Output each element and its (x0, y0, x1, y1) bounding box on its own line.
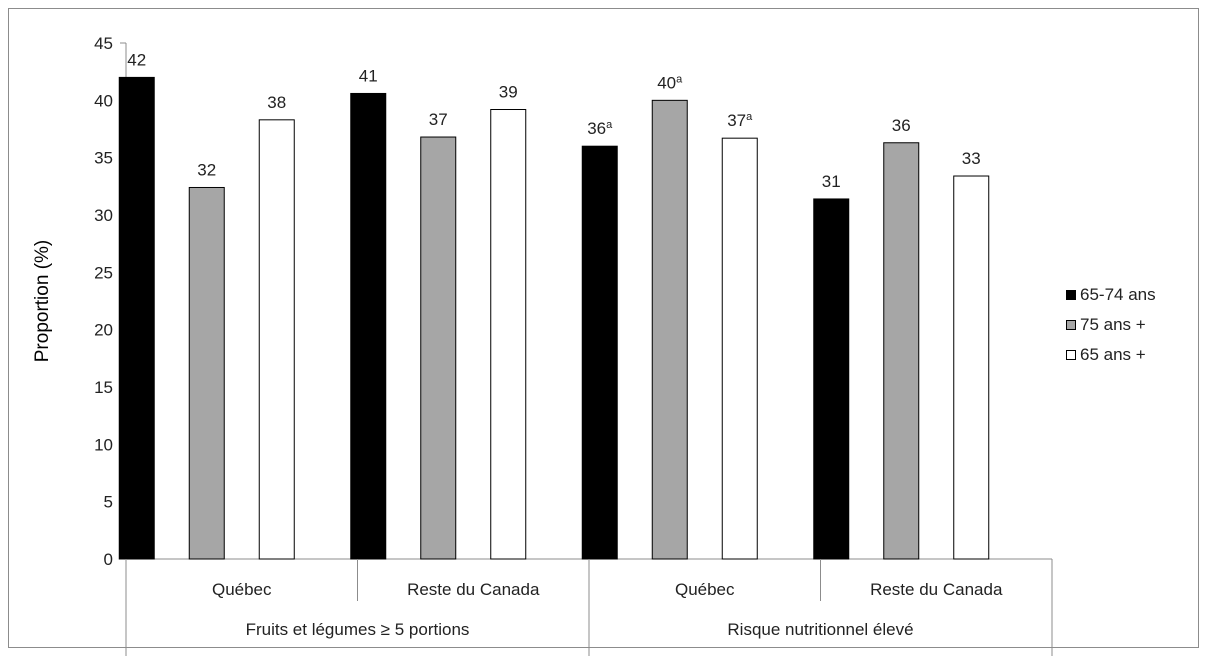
data-label-value: 41 (359, 66, 378, 85)
legend: 65-74 ans 75 ans + 65 ans + (1066, 283, 1156, 373)
y-tick-label: 35 (94, 149, 113, 168)
y-tick-label: 5 (104, 493, 113, 512)
bar-65-74-ans (581, 145, 618, 560)
x-group-label: Fruits et légumes ≥ 5 portions (246, 620, 470, 639)
x-category-label: Québec (675, 580, 735, 599)
y-tick-label: 0 (104, 550, 113, 569)
legend-item-65-plus: 65 ans + (1066, 343, 1156, 367)
y-tick-label: 15 (94, 378, 113, 397)
x-group-label: Risque nutritionnel élevé (727, 620, 913, 639)
data-label-value: 36 (892, 116, 911, 135)
y-tick-label: 20 (94, 321, 113, 340)
bar-75-ans- (651, 99, 688, 560)
bar-65-ans- (953, 175, 990, 560)
data-label: 37a (727, 111, 753, 130)
data-label: 41 (359, 66, 378, 85)
data-label: 33 (962, 149, 981, 168)
bar-65-74-ans (813, 198, 850, 560)
data-label-value: 40 (657, 73, 676, 92)
y-tick-label: 30 (94, 206, 113, 225)
data-label: 32 (197, 160, 216, 179)
legend-item-65-74: 65-74 ans (1066, 283, 1156, 307)
bar-75-ans- (420, 136, 457, 560)
bar-65-ans- (258, 119, 295, 560)
bar-65-ans- (721, 137, 758, 560)
legend-swatch-65-74 (1066, 290, 1076, 300)
data-label-value: 32 (197, 160, 216, 179)
bar-75-ans- (883, 142, 920, 560)
data-label-value: 37 (727, 111, 746, 130)
data-label: 39 (499, 83, 518, 102)
data-label-value: 31 (822, 172, 841, 191)
data-label-value: 36 (587, 119, 606, 138)
bar-65-ans- (490, 109, 527, 560)
data-label-value: 37 (429, 110, 448, 129)
x-category-label: Reste du Canada (407, 580, 540, 599)
legend-item-75-plus: 75 ans + (1066, 313, 1156, 337)
data-label-value: 33 (962, 149, 981, 168)
data-label-value: 38 (267, 93, 286, 112)
legend-swatch-65-plus (1066, 350, 1076, 360)
legend-swatch-75-plus (1066, 320, 1076, 330)
data-label: 31 (822, 172, 841, 191)
bar-65-74-ans (118, 76, 155, 560)
data-label-superscript: a (676, 73, 683, 85)
data-label-superscript: a (746, 111, 753, 123)
data-label: 37 (429, 110, 448, 129)
y-tick-label: 10 (94, 435, 113, 454)
y-tick-label: 40 (94, 91, 113, 110)
bar-65-74-ans (350, 92, 387, 560)
legend-label-65-plus: 65 ans + (1080, 345, 1146, 364)
x-category-label: Québec (212, 580, 272, 599)
data-label: 36 (892, 116, 911, 135)
bar-75-ans- (188, 186, 225, 560)
data-label-value: 42 (127, 50, 146, 69)
legend-label-65-74: 65-74 ans (1080, 285, 1156, 304)
y-tick-label: 25 (94, 263, 113, 282)
x-category-label: Reste du Canada (870, 580, 1003, 599)
data-label: 40a (657, 73, 683, 92)
data-label: 38 (267, 93, 286, 112)
data-label: 42 (127, 50, 146, 69)
data-label-value: 39 (499, 83, 518, 102)
legend-label-75-plus: 75 ans + (1080, 315, 1146, 334)
data-label: 36a (587, 119, 613, 138)
data-label-superscript: a (606, 119, 613, 131)
y-tick-label: 45 (94, 34, 113, 53)
y-axis-title: Proportion (%) (32, 240, 53, 363)
